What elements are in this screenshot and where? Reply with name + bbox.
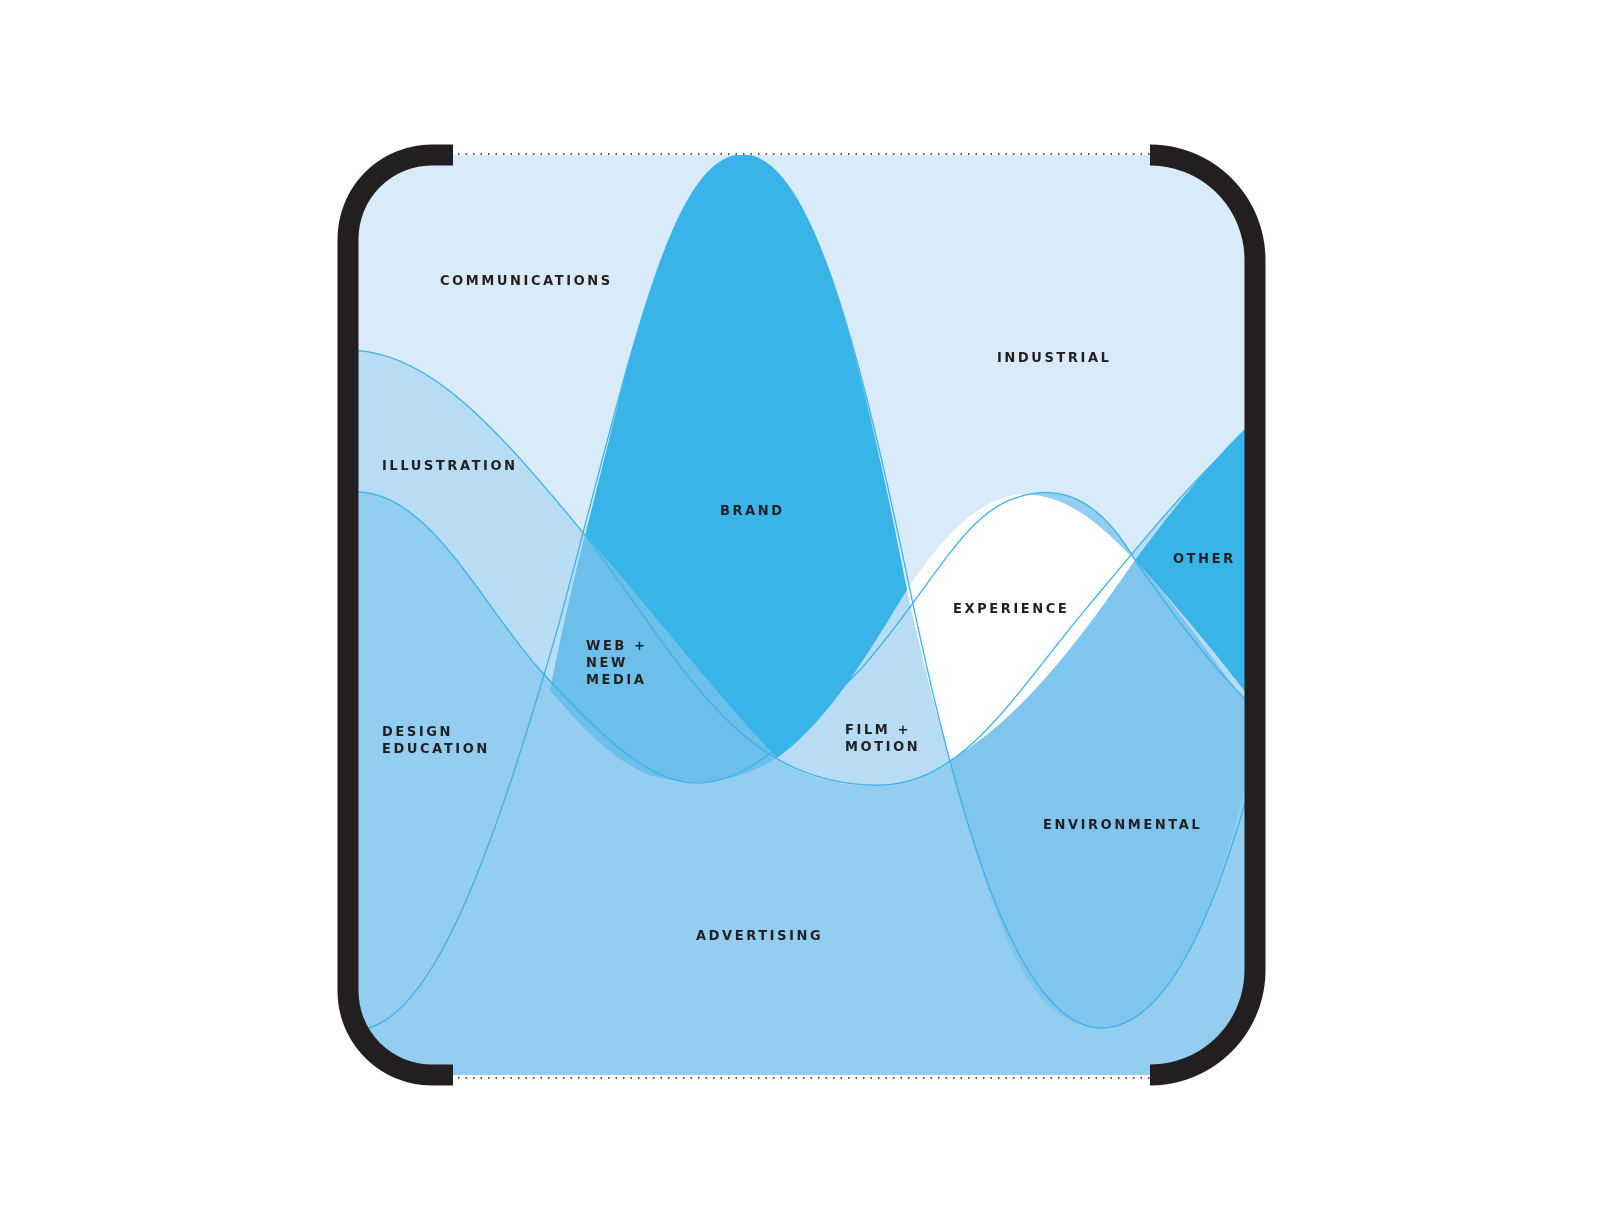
design-education-curve (348, 491, 1255, 784)
design-education-label: DESIGN EDUCATION (382, 724, 490, 758)
brand-curve (348, 155, 1255, 1032)
web-new-media-label: WEB + NEW MEDIA (586, 638, 648, 689)
design-education-line-2: EDUCATION (382, 742, 490, 757)
experience-label: EXPERIENCE (953, 602, 1070, 617)
design-education-line-1: DESIGN (382, 725, 454, 740)
film-motion-line-2: MOTION (845, 740, 921, 755)
advertising-label: ADVERTISING (696, 929, 824, 944)
web-new-media-line-3: MEDIA (586, 673, 647, 688)
brand-label: BRAND (720, 504, 785, 519)
illustration-curve (348, 349, 1255, 786)
other-label: OTHER (1173, 552, 1236, 567)
brand-peak-solid (585, 155, 907, 758)
other-region (1135, 405, 1255, 725)
environmental-label: ENVIRONMENTAL (1043, 818, 1203, 833)
communications-label: COMMUNICATIONS (440, 274, 613, 289)
film-motion-label: FILM + MOTION (845, 722, 920, 756)
environmental-region (950, 560, 1255, 1029)
left-bracket (337, 144, 453, 1086)
right-bracket (1149, 144, 1266, 1086)
film-motion-line-1: FILM + (845, 723, 911, 738)
web-new-media-region (550, 535, 777, 783)
web-new-media-line-1: WEB + (586, 639, 648, 654)
experience-region (907, 494, 1135, 760)
web-new-media-line-2: NEW (586, 656, 628, 671)
industrial-label: INDUSTRIAL (997, 351, 1112, 366)
film-motion-region (777, 590, 950, 786)
illustration-label: ILLUSTRATION (382, 459, 518, 474)
